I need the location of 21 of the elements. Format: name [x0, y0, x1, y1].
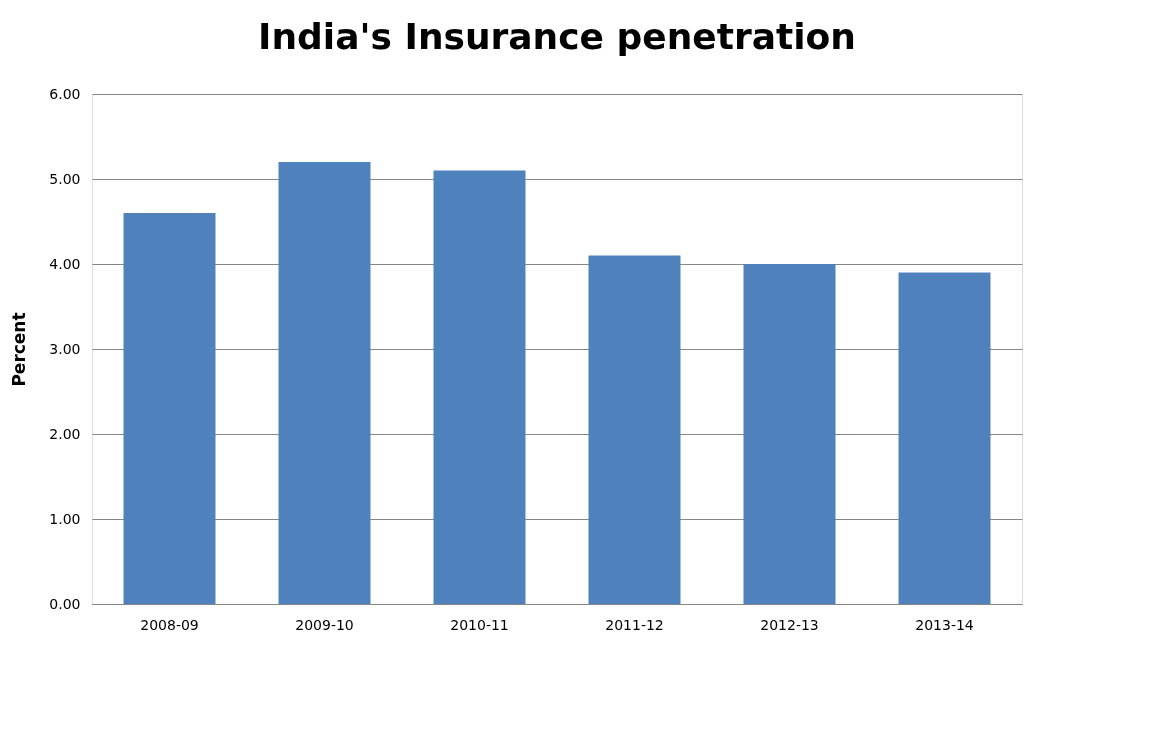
x-tick-label: 2012-13 [760, 616, 819, 633]
bar [123, 213, 216, 604]
chart-title: India's Insurance penetration [258, 16, 856, 57]
x-tick-label: 2010-11 [450, 616, 509, 633]
x-tick-label: 2009-10 [295, 616, 354, 633]
bar [278, 162, 371, 604]
x-tick-label: 2011-12 [605, 616, 664, 633]
x-tick-label: 2008-09 [140, 616, 199, 633]
bar [433, 170, 526, 604]
y-tick-label: 2.00 [49, 425, 81, 442]
y-tick-label: 4.00 [49, 255, 81, 272]
y-tick-label: 1.00 [49, 510, 81, 527]
y-tick-label: 5.00 [49, 170, 81, 187]
y-axis-title: Percent [9, 312, 30, 387]
y-tick-label: 6.00 [49, 85, 81, 102]
x-tick-label: 2013-14 [915, 616, 974, 633]
bar [588, 255, 681, 604]
y-tick-label: 0.00 [49, 595, 81, 612]
bar [898, 272, 991, 604]
bar [743, 264, 836, 604]
y-tick-label: 3.00 [49, 340, 81, 357]
